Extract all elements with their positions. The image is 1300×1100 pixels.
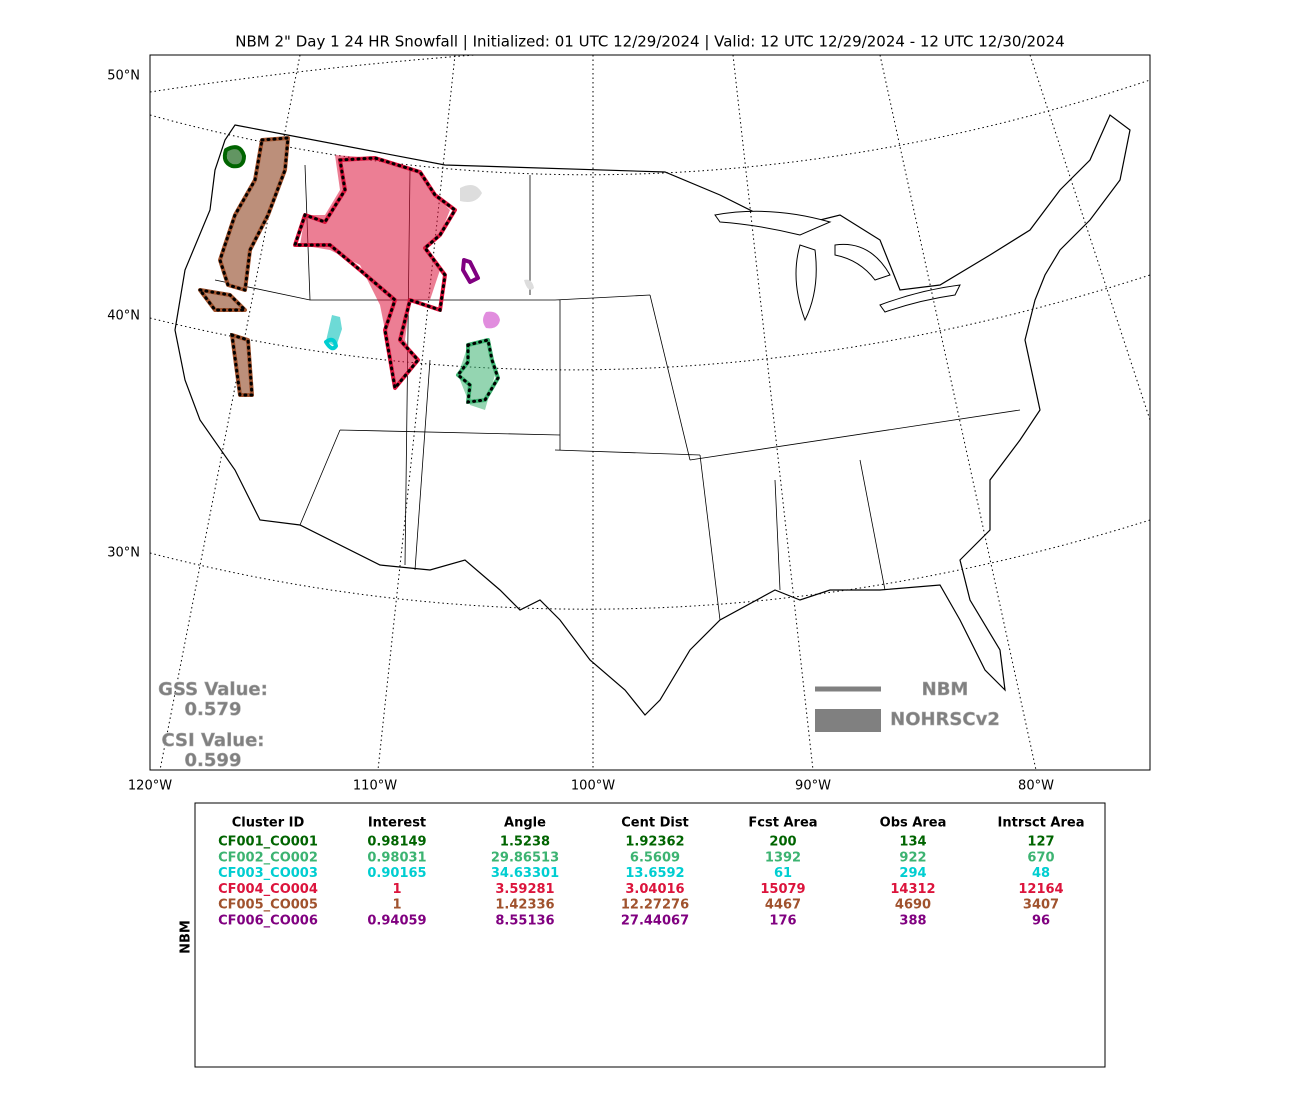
column-header: Obs Area	[880, 816, 947, 831]
lat-label: 30°N	[107, 546, 140, 561]
obs-object	[200, 138, 288, 395]
graticule	[150, 55, 1150, 770]
table-cell: 29.86513	[491, 850, 559, 865]
stats-table: NBM Cluster ID Interest Angle Cent Dist Fcst…	[179, 802, 1106, 1068]
table-cell: 1.92362	[625, 835, 684, 850]
lon-label: 110°W	[353, 779, 397, 794]
table-cell: 15079	[760, 882, 805, 897]
lon-label: 90°W	[795, 779, 831, 794]
table-cell: CF001_CO001	[218, 835, 318, 850]
table-cell: 48	[1032, 866, 1050, 881]
fcst-object	[461, 258, 480, 284]
table-cell: CF006_CO006	[218, 914, 318, 929]
table-cell: 61	[774, 866, 792, 881]
table-cell: 388	[899, 914, 926, 929]
table-cell: 14312	[890, 882, 935, 897]
table-cell: 96	[1032, 914, 1050, 929]
table-cell: 27.44067	[621, 914, 689, 929]
table-cell: 3407	[1023, 898, 1059, 913]
lon-label: 120°W	[128, 779, 172, 794]
table-cell: 4467	[765, 898, 801, 913]
obs-object	[300, 155, 450, 385]
lon-label: 100°W	[571, 779, 615, 794]
table-cell: 12164	[1018, 882, 1063, 897]
table-cell: CF003_CO003	[218, 866, 318, 881]
table-cell: CF004_CO004	[218, 882, 318, 897]
obs-object	[483, 311, 500, 329]
table-cell: 0.98031	[367, 850, 426, 865]
fcst-object	[324, 337, 338, 351]
map: 50°N 40°N 30°N 120°W 110°W 100°W 90°W 80…	[107, 54, 1151, 794]
table-cell: 0.98149	[367, 835, 426, 850]
lat-label: 50°N	[107, 69, 140, 84]
legend-observed: NOHRSCv2	[890, 709, 1000, 730]
table-cell: 4690	[895, 898, 931, 913]
table-cell: 134	[899, 835, 926, 850]
great-lakes	[714, 210, 961, 322]
legend-forecast: NBM	[922, 679, 969, 700]
fcst-outline	[196, 136, 290, 397]
table-cell: 1	[392, 882, 401, 897]
table-cell: 670	[1027, 850, 1054, 865]
table-frame	[194, 802, 1106, 1068]
table-cell: 294	[899, 866, 926, 881]
fcst-outline	[292, 156, 457, 392]
obs-object	[460, 184, 534, 290]
gss-label: GSS Value:	[158, 679, 268, 700]
fcst-object	[222, 145, 246, 169]
column-header: Angle	[504, 816, 546, 831]
column-header: Cent Dist	[621, 816, 689, 831]
table-cell: CF002_CO002	[218, 850, 318, 865]
table-cell: 8.55136	[495, 914, 554, 929]
table-cell: 1	[392, 898, 401, 913]
table-cell: 1.42336	[495, 898, 554, 913]
table-cell: 3.04016	[625, 882, 684, 897]
fcst-outline	[455, 338, 500, 404]
table-cell: 922	[899, 850, 926, 865]
table-cell: 127	[1027, 835, 1054, 850]
csi-label: CSI Value:	[162, 730, 265, 751]
table-cell: 12.27276	[621, 898, 689, 913]
gss-value: 0.579	[185, 699, 242, 720]
title: NBM 2" Day 1 24 HR Snowfall | Initialize…	[235, 33, 1064, 51]
table-cell: 1.5238	[500, 835, 550, 850]
table-side-label: NBM	[179, 920, 194, 954]
table-cell: 1392	[765, 850, 801, 865]
csi-value: 0.599	[185, 750, 242, 771]
table-cell: 3.59281	[495, 882, 554, 897]
snow-objects	[196, 136, 534, 410]
column-header: Fcst Area	[748, 816, 817, 831]
table-cell: 176	[769, 914, 796, 929]
lon-label: 80°W	[1018, 779, 1054, 794]
table-cell: 0.94059	[367, 914, 426, 929]
table-cell: 0.90165	[367, 866, 426, 881]
legend-patch	[815, 709, 881, 732]
table-cell: 34.63301	[491, 866, 559, 881]
table-cell: 200	[769, 835, 796, 850]
column-header: Interest	[368, 816, 426, 831]
table-cell: 13.6592	[625, 866, 684, 881]
column-header: Cluster ID	[232, 816, 305, 831]
column-header: Intrsct Area	[998, 816, 1085, 831]
table-cell: CF005_CO005	[218, 898, 318, 913]
table-cell: 6.5609	[630, 850, 680, 865]
lat-label: 40°N	[107, 309, 140, 324]
